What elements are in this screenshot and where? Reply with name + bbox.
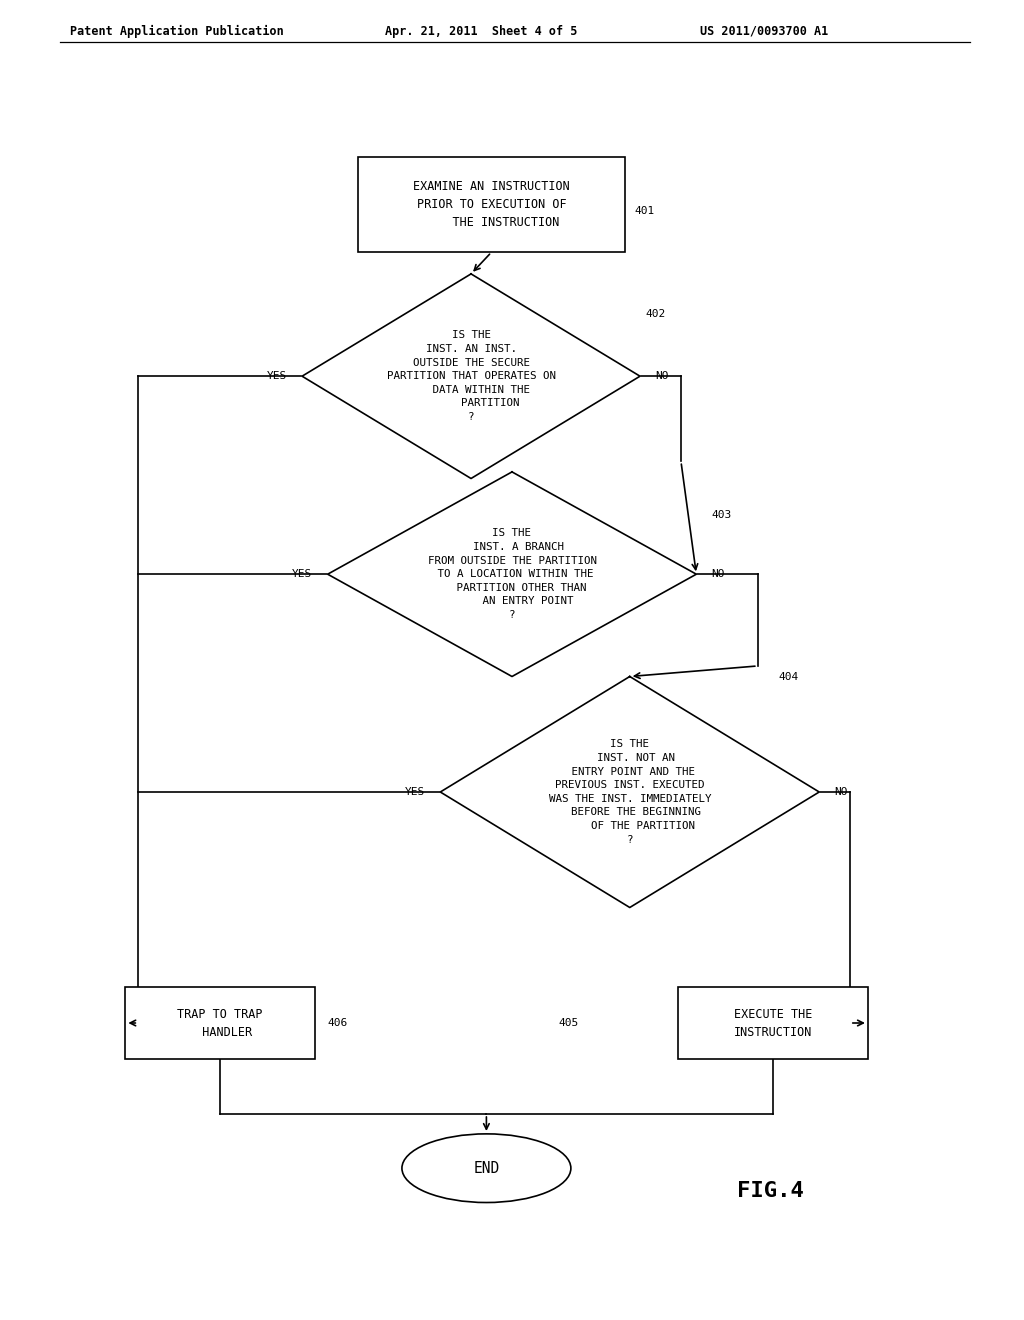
Text: Apr. 21, 2011  Sheet 4 of 5: Apr. 21, 2011 Sheet 4 of 5 bbox=[385, 25, 578, 38]
FancyBboxPatch shape bbox=[125, 987, 315, 1059]
Text: TRAP TO TRAP
  HANDLER: TRAP TO TRAP HANDLER bbox=[177, 1007, 263, 1039]
Text: 404: 404 bbox=[778, 672, 799, 682]
Polygon shape bbox=[440, 676, 819, 908]
Text: NO: NO bbox=[835, 787, 848, 797]
Text: YES: YES bbox=[404, 787, 425, 797]
Text: IS THE
INST. AN INST.
OUTSIDE THE SECURE
PARTITION THAT OPERATES ON
   DATA WITH: IS THE INST. AN INST. OUTSIDE THE SECURE… bbox=[386, 330, 556, 422]
Text: 406: 406 bbox=[328, 1018, 348, 1028]
Text: IS THE
  INST. NOT AN
 ENTRY POINT AND THE
PREVIOUS INST. EXECUTED
WAS THE INST.: IS THE INST. NOT AN ENTRY POINT AND THE … bbox=[549, 739, 711, 845]
Text: 405: 405 bbox=[558, 1018, 579, 1028]
Text: 403: 403 bbox=[712, 510, 732, 520]
Text: 401: 401 bbox=[635, 206, 655, 216]
FancyBboxPatch shape bbox=[358, 157, 625, 252]
Text: EXECUTE THE
INSTRUCTION: EXECUTE THE INSTRUCTION bbox=[734, 1007, 812, 1039]
Text: END: END bbox=[473, 1160, 500, 1176]
Polygon shape bbox=[302, 275, 640, 479]
Text: FIG.4: FIG.4 bbox=[737, 1180, 804, 1201]
Text: NO: NO bbox=[712, 569, 725, 579]
FancyBboxPatch shape bbox=[678, 987, 867, 1059]
Ellipse shape bbox=[401, 1134, 571, 1203]
Text: IS THE
  INST. A BRANCH
FROM OUTSIDE THE PARTITION
 TO A LOCATION WITHIN THE
   : IS THE INST. A BRANCH FROM OUTSIDE THE P… bbox=[427, 528, 597, 620]
Text: Patent Application Publication: Patent Application Publication bbox=[70, 25, 284, 38]
Polygon shape bbox=[328, 473, 696, 676]
Text: 402: 402 bbox=[645, 309, 666, 319]
Text: NO: NO bbox=[655, 371, 669, 381]
Text: YES: YES bbox=[266, 371, 287, 381]
Text: YES: YES bbox=[292, 569, 312, 579]
Text: EXAMINE AN INSTRUCTION
PRIOR TO EXECUTION OF
    THE INSTRUCTION: EXAMINE AN INSTRUCTION PRIOR TO EXECUTIO… bbox=[413, 180, 570, 230]
Text: US 2011/0093700 A1: US 2011/0093700 A1 bbox=[700, 25, 828, 38]
